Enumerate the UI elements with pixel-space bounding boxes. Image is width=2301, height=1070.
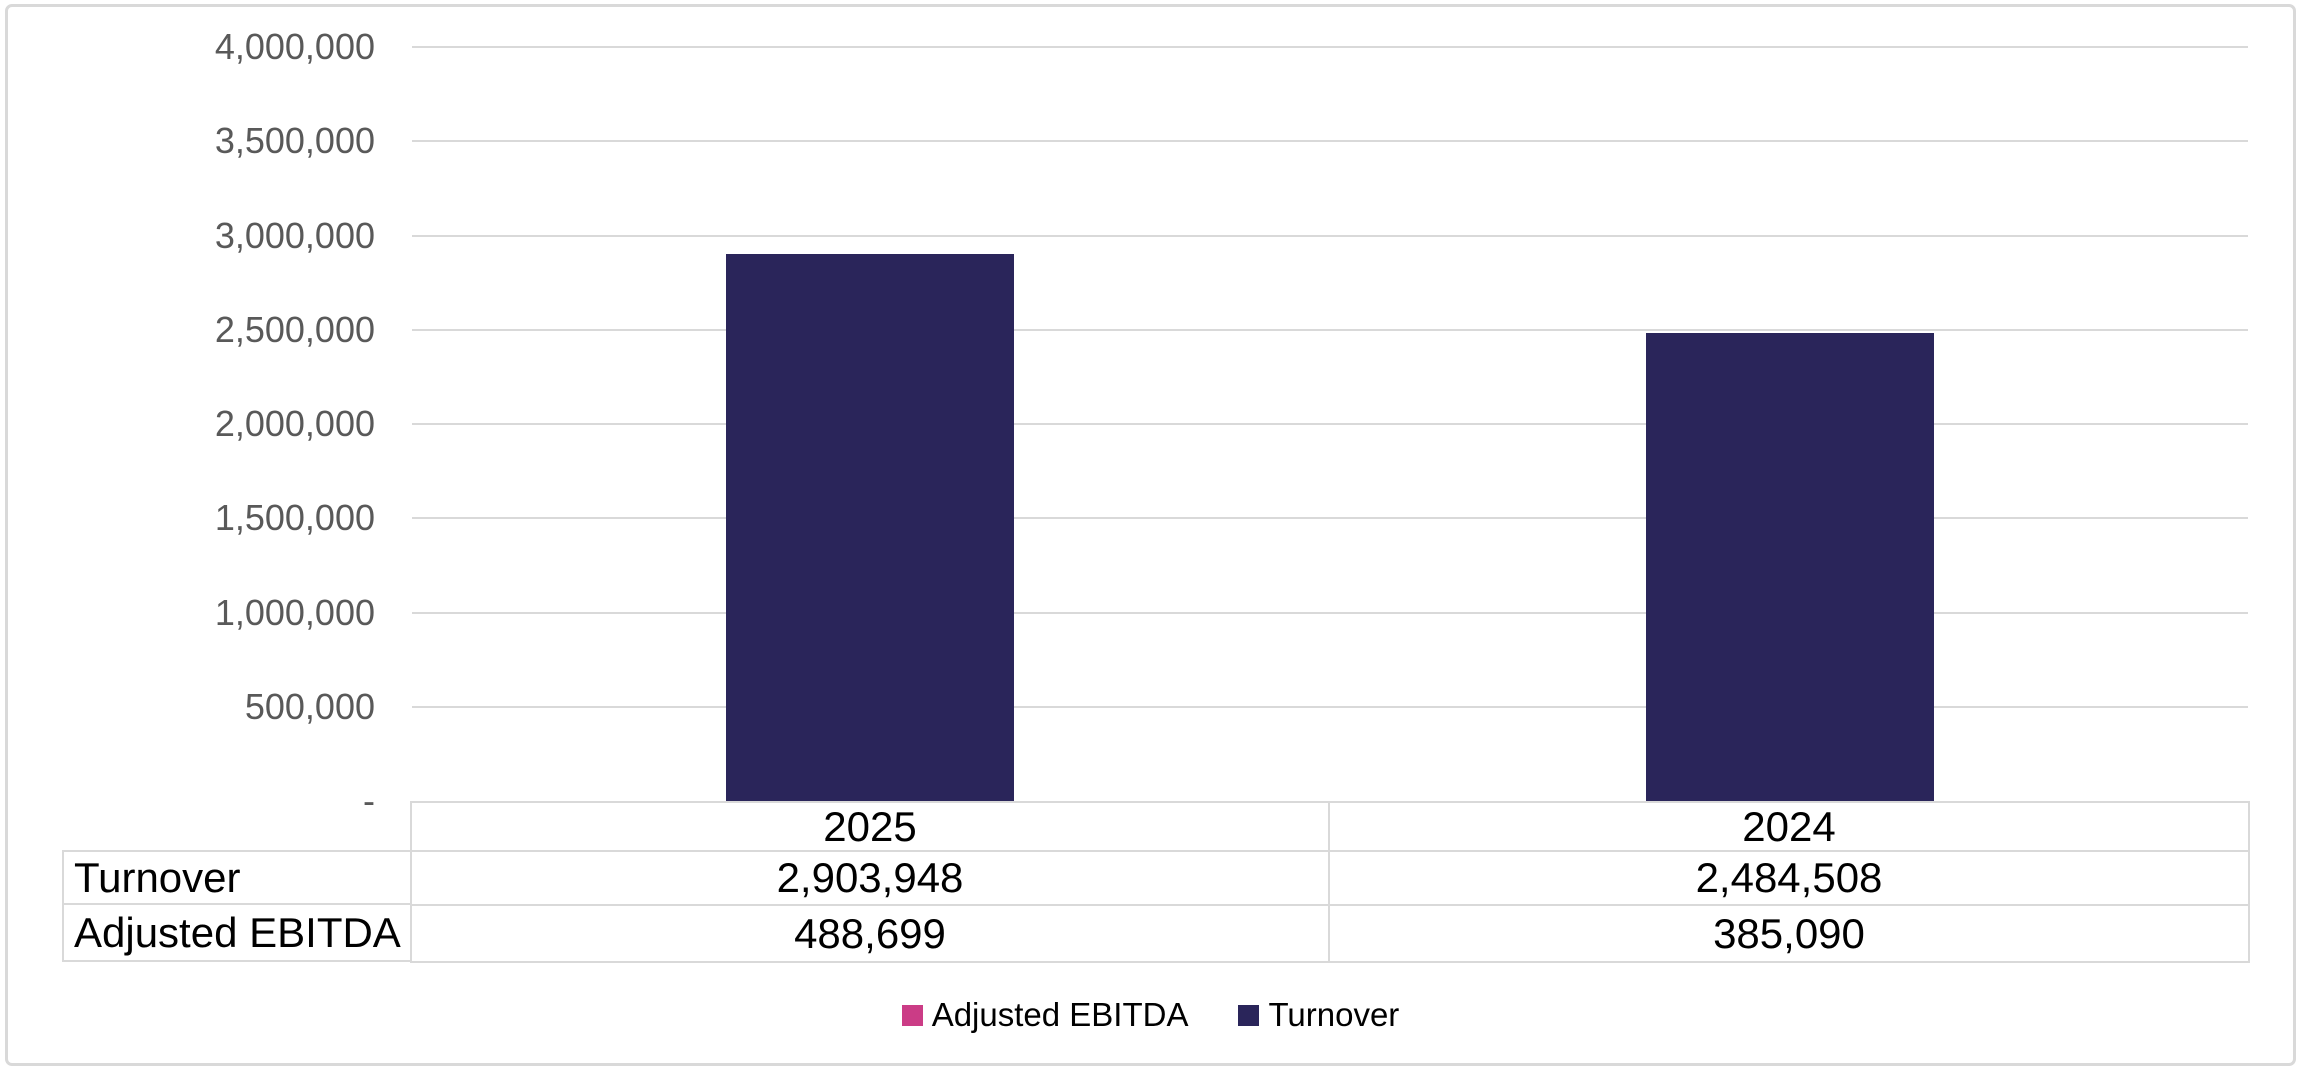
- y-axis-tick-label: 1,500,000: [214, 497, 375, 538]
- gridline: [412, 517, 2248, 519]
- table-header-2025: 2025: [412, 803, 1330, 852]
- gridline: [412, 329, 2248, 331]
- bar-segment-turnover-2025: [726, 254, 1014, 801]
- gridline: [412, 235, 2248, 237]
- data-table-row-headers: Turnover Adjusted EBITDA: [62, 850, 412, 962]
- legend-item-turnover: Turnover: [1238, 996, 1399, 1034]
- y-axis-tick-label: 4,000,000: [214, 26, 375, 67]
- table-value-cell: 2,484,508: [1330, 852, 2248, 906]
- y-axis-tick-label: 3,000,000: [214, 215, 375, 256]
- legend-swatch-icon: [1238, 1004, 1260, 1026]
- table-row-label-adjusted-ebitda: Adjusted EBITDA: [74, 908, 401, 956]
- gridline: [412, 46, 2248, 48]
- bar-segment-turnover-2024: [1646, 333, 1934, 801]
- data-table: 2025 2024 2,903,948 2,484,508 488,699 385,090: [410, 801, 2250, 963]
- gridline: [412, 612, 2248, 614]
- y-axis-tick-label: 2,000,000: [214, 403, 375, 444]
- table-row-label-turnover: Turnover: [64, 852, 410, 905]
- legend: Adjusted EBITDA Turnover: [0, 993, 2301, 1037]
- y-axis-tick-label: -: [363, 780, 375, 821]
- y-axis-tick-label: 500,000: [244, 686, 375, 727]
- gridline: [412, 706, 2248, 708]
- table-header-2024: 2024: [1330, 803, 2248, 852]
- y-axis-tick-label: 2,500,000: [214, 309, 375, 350]
- y-axis-tick-label: 3,500,000: [214, 120, 375, 161]
- gridline: [412, 423, 2248, 425]
- gridline: [412, 140, 2248, 142]
- legend-item-adjusted-ebitda: Adjusted EBITDA: [901, 996, 1189, 1034]
- legend-label: Adjusted EBITDA: [931, 996, 1189, 1033]
- table-value-cell: 385,090: [1713, 909, 1865, 957]
- legend-label: Turnover: [1268, 996, 1400, 1033]
- legend-swatch-icon: [901, 1004, 923, 1026]
- table-value-cell: 488,699: [412, 906, 1330, 961]
- table-value-cell: 2,903,948: [412, 852, 1330, 906]
- y-axis-tick-label: 1,000,000: [214, 592, 375, 633]
